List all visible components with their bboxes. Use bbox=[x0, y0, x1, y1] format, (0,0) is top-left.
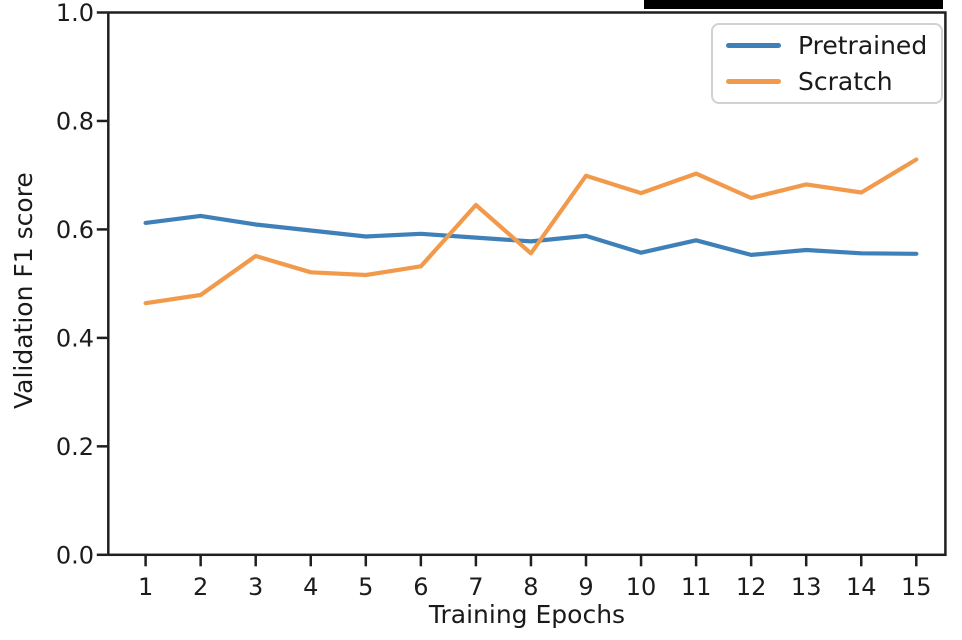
x-axis-label: Training Epochs bbox=[428, 600, 626, 629]
x-tick-label: 10 bbox=[626, 573, 657, 601]
pretrained-line-swatch bbox=[726, 43, 781, 49]
x-tick-label: 5 bbox=[358, 573, 373, 601]
series-lines bbox=[143, 157, 919, 306]
y-axis-label: Validation F1 score bbox=[9, 172, 38, 409]
x-tick-label: 2 bbox=[193, 573, 208, 601]
x-tick-label: 9 bbox=[578, 573, 593, 601]
pretrained-line bbox=[143, 213, 919, 257]
y-tick-label: 0.6 bbox=[56, 216, 94, 244]
legend-label-scratch: Scratch bbox=[798, 66, 893, 96]
x-tick-label: 14 bbox=[846, 573, 877, 601]
y-tick-label: 0.2 bbox=[56, 433, 94, 461]
y-tick-label: 0.0 bbox=[56, 541, 94, 569]
legend-entry-scratch: Scratch bbox=[726, 64, 941, 98]
x-tick-label: 11 bbox=[681, 573, 712, 601]
legend-entry-pretrained: Pretrained bbox=[726, 29, 941, 63]
y-axis-ticks: 0.0 0.2 0.4 0.6 0.8 1.0 bbox=[56, 0, 108, 569]
x-tick-label: 13 bbox=[791, 573, 822, 601]
x-tick-label: 7 bbox=[468, 573, 483, 601]
x-tick-label: 15 bbox=[901, 573, 932, 601]
redaction-bar bbox=[644, 0, 943, 9]
legend-label-pretrained: Pretrained bbox=[798, 31, 928, 61]
x-tick-label: 8 bbox=[523, 573, 538, 601]
axes-box bbox=[107, 11, 947, 557]
y-tick-label: 1.0 bbox=[56, 0, 94, 27]
x-tick-label: 6 bbox=[413, 573, 428, 601]
x-tick-label: 1 bbox=[138, 573, 153, 601]
x-tick-label: 3 bbox=[248, 573, 263, 601]
scratch-line bbox=[143, 157, 919, 306]
legend: Pretrained Scratch bbox=[711, 23, 943, 104]
axes-layer bbox=[107, 11, 947, 557]
x-tick-label: 12 bbox=[736, 573, 767, 601]
scratch-line-swatch bbox=[726, 78, 781, 84]
x-axis-ticks: 1 2 3 4 5 6 7 8 9 10 11 12 13 14 15 bbox=[138, 556, 932, 601]
x-tick-label: 4 bbox=[303, 573, 318, 601]
y-tick-label: 0.4 bbox=[56, 324, 94, 352]
y-tick-label: 0.8 bbox=[56, 107, 94, 135]
